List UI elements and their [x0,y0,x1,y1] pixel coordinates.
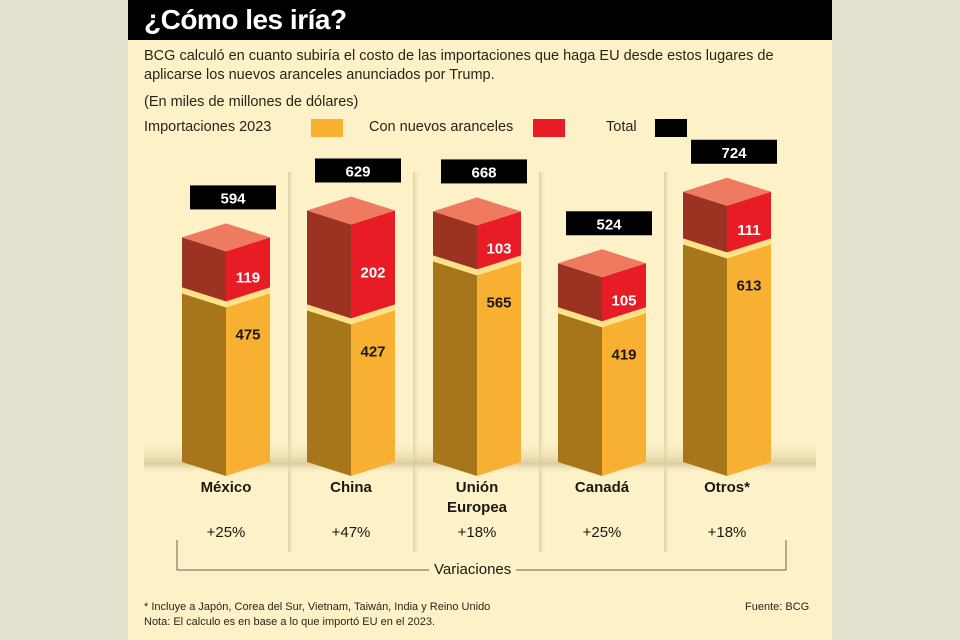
bar-tariff-front [727,191,771,253]
variation-percent: +18% [457,524,497,541]
variation-percent: +18% [707,524,747,541]
variations-label: Variaciones [429,561,517,578]
imports-value-label: 419 [611,346,636,363]
imports-value-label: 475 [235,326,260,343]
title-bar: ¿Cómo les iría? [128,0,832,40]
bar-imports-side [307,310,351,476]
tariff-value-label: 119 [236,269,260,286]
total-value-label: 668 [471,164,496,181]
bar-separator [683,238,771,259]
category-label: China [330,479,372,496]
bar-separator [182,287,270,308]
category-label: México [200,479,252,496]
footnote-note: Nota: El calculo es en base a lo que imp… [144,616,436,628]
bar-tariff-top [182,223,270,252]
bar-tariff-top [683,177,771,206]
bar-tariff-top [558,249,646,278]
bar-separator [558,307,646,328]
bar-tariff-side [182,237,226,302]
bar-tariff-side [558,263,602,322]
variation-percent: +25% [582,524,622,541]
total-box [190,185,276,210]
total-box [566,211,652,236]
legend-label-total: Total [606,119,637,135]
legend-label-imports: Importaciones 2023 [144,119,272,135]
total-value-label: 524 [596,216,622,233]
imports-value-label: 565 [486,294,511,311]
category-label: Canadá [574,479,630,496]
variation-percent: +47% [331,524,371,541]
category-label: Unión Europea [446,479,507,516]
total-value-label: 594 [220,190,246,207]
total-box [691,139,777,164]
bar-imports-front [477,261,521,476]
bar-tariff-front [602,263,646,322]
bar-imports-front [727,244,771,476]
tariff-value-label: 111 [737,222,760,239]
bar-tariff-front [477,211,521,270]
footnote-asterisk: * Incluye a Japón, Corea del Sur, Vietna… [144,601,491,613]
bar-imports-front [602,313,646,476]
units-label: (En miles de millones de dólares) [144,94,359,110]
bar-tariff-top [433,197,521,226]
legend-swatch-imports [311,119,343,137]
bar-chart: 119 475 594 202 427 629 103 565 668 105 419 524 111 6… [144,139,816,571]
intro-text: BCG calculó en cuanto subiría el costo d… [144,48,774,83]
legend-swatch-total [655,119,687,137]
source-label: Fuente: BCG [745,601,810,613]
bar-imports-front [351,310,395,476]
bar-separator [307,304,395,325]
tariff-value-label: 202 [360,264,385,281]
total-box [441,159,527,184]
bar-imports-side [558,313,602,476]
imports-value-label: 427 [360,343,385,360]
chart-title: ¿Cómo les iría? [144,4,347,35]
variation-percent: +25% [206,524,246,541]
total-value-label: 724 [721,145,747,162]
bar-separator [433,255,521,276]
bar-imports-front [226,293,270,476]
legend-swatch-tariffs [533,119,565,137]
category-label: Otros* [704,479,750,496]
bar-tariff-top [307,196,395,225]
bar-imports-side [182,293,226,476]
bar-imports-side [433,261,477,476]
bar-tariff-side [307,210,351,319]
bar-tariff-front [351,210,395,319]
total-value-label: 629 [345,163,370,180]
imports-value-label: 613 [736,277,761,294]
tariff-value-label: 103 [486,240,511,257]
bar-imports-side [683,244,727,476]
legend-label-tariffs: Con nuevos aranceles [369,119,514,135]
bar-tariff-side [683,191,727,253]
infographic-card: ¿Cómo les iría? BCG calculó en cuanto su… [128,0,832,640]
tariff-value-label: 105 [611,292,636,309]
bar-tariff-side [433,211,477,270]
bar-tariff-front [226,237,270,302]
total-box [315,158,401,183]
